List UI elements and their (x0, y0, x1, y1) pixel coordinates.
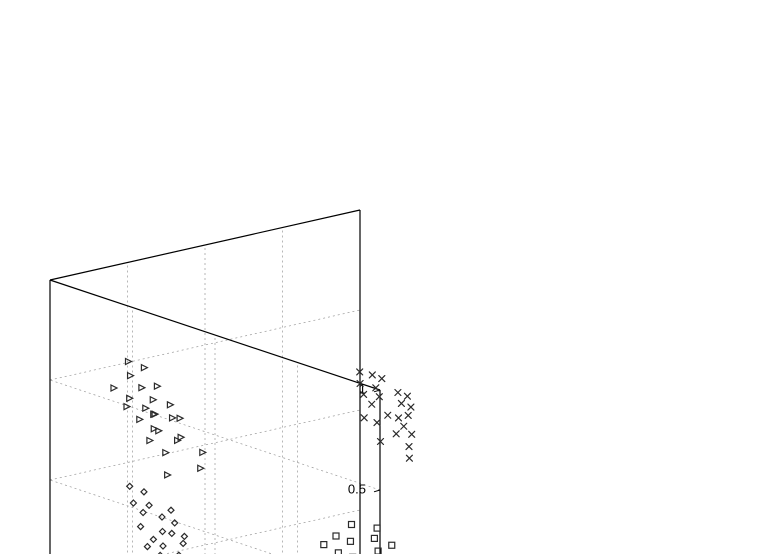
scatter3d-plot: -1-0.500.51-1-0.500.5-1-0.500.51 (0, 0, 773, 554)
series-diamond (127, 483, 214, 554)
series-triangle (111, 359, 206, 478)
svg-text:0.5: 0.5 (348, 481, 366, 496)
series-square (321, 522, 401, 554)
